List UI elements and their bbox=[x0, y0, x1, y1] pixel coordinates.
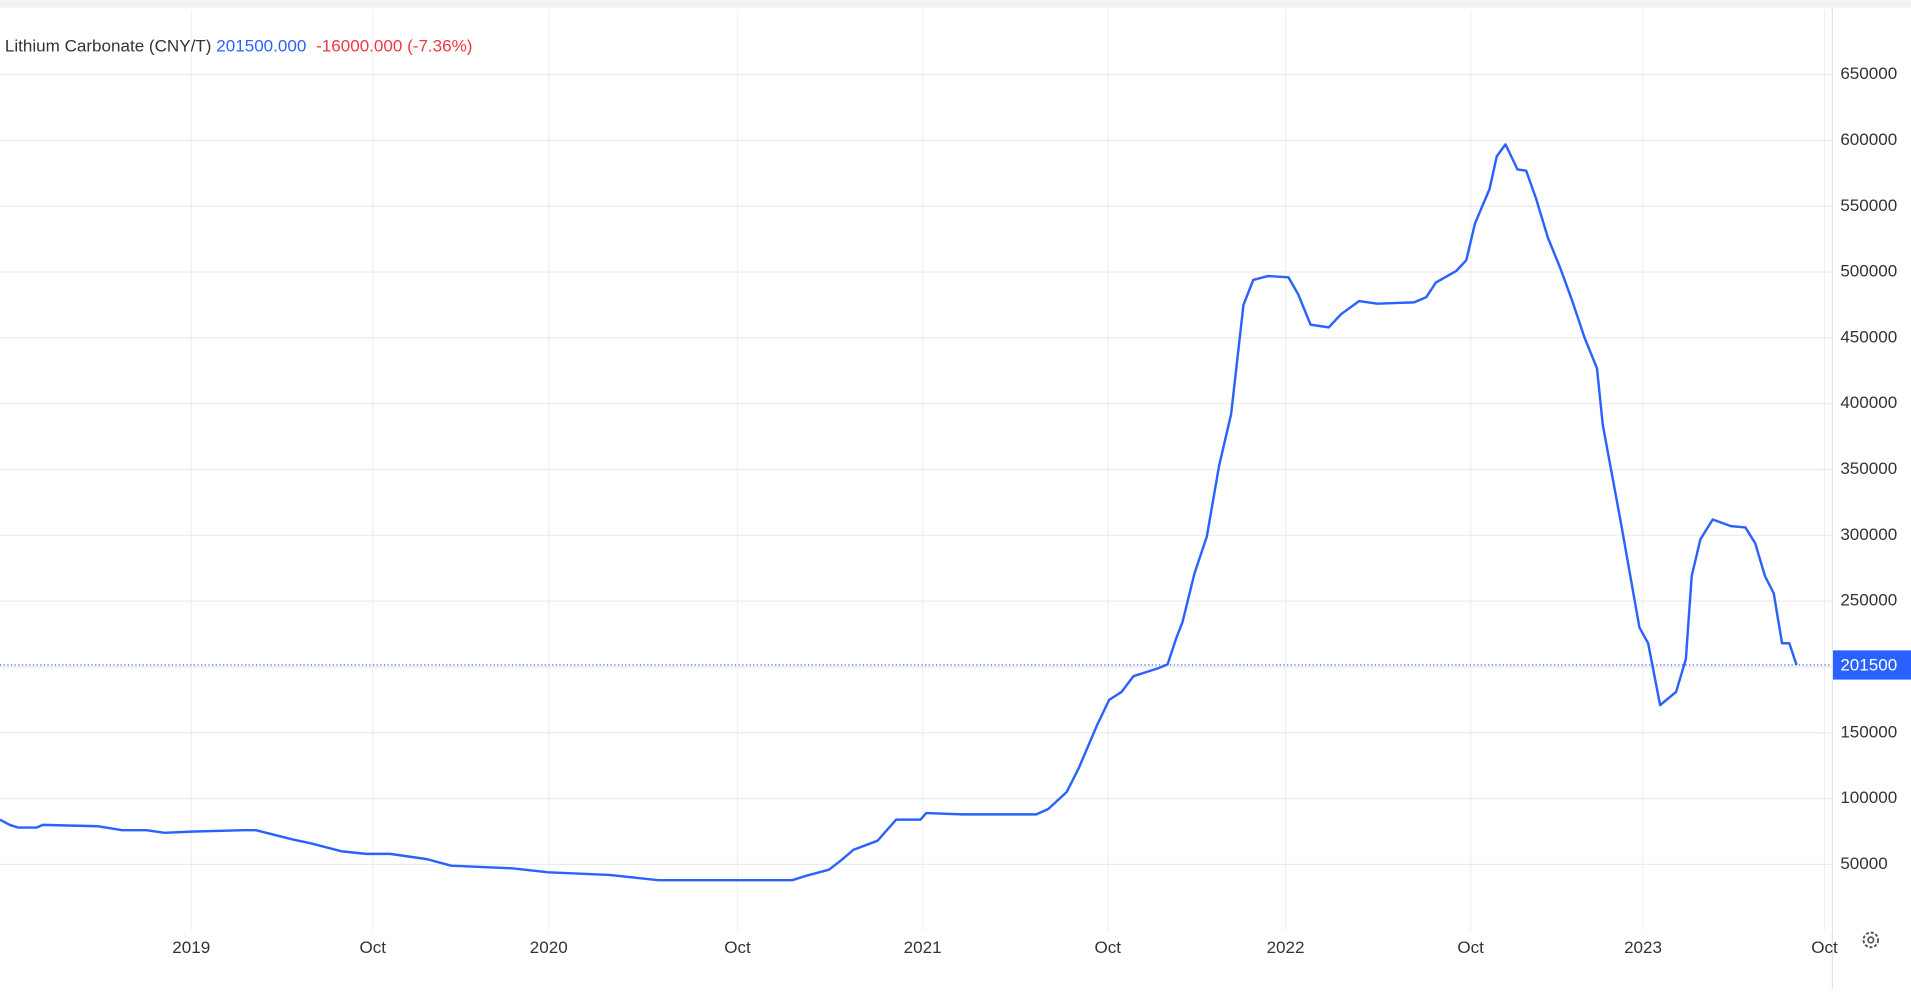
x-tick-label: Oct bbox=[724, 938, 751, 957]
price-line bbox=[0, 143, 1798, 882]
x-tick-label: Oct bbox=[1094, 938, 1121, 957]
grid bbox=[0, 10, 1832, 931]
last-price: 201500.000 bbox=[216, 36, 306, 55]
last-price-label: 201500 bbox=[1840, 656, 1897, 675]
header: Lithium Carbonate (CNY/T) 201500.000 -1600… bbox=[5, 36, 473, 55]
x-tick-label: Oct bbox=[359, 938, 386, 957]
y-tick-label: 550000 bbox=[1840, 196, 1897, 215]
y-tick-label: 600000 bbox=[1840, 130, 1897, 149]
y-tick-label: 300000 bbox=[1840, 525, 1897, 544]
y-tick-label: 350000 bbox=[1840, 459, 1897, 478]
y-tick-label: 500000 bbox=[1840, 262, 1897, 281]
x-tick-label: 2023 bbox=[1624, 938, 1662, 957]
last-price-box bbox=[1833, 650, 1911, 680]
y-tick-label: 150000 bbox=[1840, 722, 1897, 741]
x-tick-label: 2021 bbox=[904, 938, 942, 957]
y-tick-label: 450000 bbox=[1840, 327, 1897, 346]
y-tick-label: 650000 bbox=[1840, 64, 1897, 83]
gear-inner bbox=[1867, 936, 1875, 944]
y-tick-label: 400000 bbox=[1840, 393, 1897, 412]
x-tick-label: Oct bbox=[1457, 938, 1484, 957]
y-tick-label: 250000 bbox=[1840, 591, 1897, 610]
x-tick-label: 2019 bbox=[172, 938, 210, 957]
chart-title: Lithium Carbonate (CNY/T) bbox=[5, 36, 212, 55]
settings-icon[interactable] bbox=[1862, 931, 1880, 949]
top-bar bbox=[0, 0, 1911, 8]
x-tick-label: 2022 bbox=[1267, 938, 1305, 957]
y-tick-label: 100000 bbox=[1840, 788, 1897, 807]
y-tick-label: 50000 bbox=[1840, 854, 1887, 873]
change: -16000.000 (-7.36%) bbox=[316, 36, 472, 55]
x-tick-label: Oct bbox=[1811, 938, 1838, 957]
x-tick-label: 2020 bbox=[530, 938, 568, 957]
gear-outer bbox=[1862, 931, 1880, 949]
